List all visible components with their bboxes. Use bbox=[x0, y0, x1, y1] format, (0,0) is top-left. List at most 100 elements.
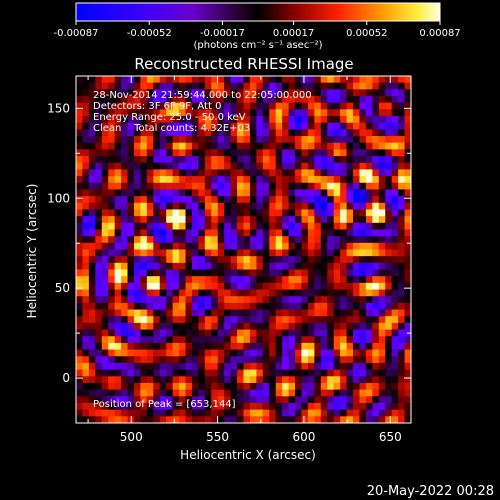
heatmap-cell bbox=[333, 336, 341, 344]
heatmap-cell bbox=[333, 242, 341, 251]
heatmap-cell bbox=[372, 196, 380, 204]
heatmap-cell bbox=[108, 382, 116, 391]
heatmap-cell bbox=[404, 109, 411, 117]
heatmap-cell bbox=[95, 329, 103, 337]
heatmap-cell bbox=[224, 76, 232, 84]
heatmap-cell bbox=[346, 129, 354, 137]
heatmap-cell bbox=[127, 329, 135, 337]
heatmap-cell bbox=[198, 349, 206, 357]
heatmap-cell bbox=[243, 242, 251, 251]
heatmap-cell bbox=[307, 82, 315, 90]
heatmap-cell bbox=[211, 169, 219, 177]
heatmap-cell bbox=[282, 369, 290, 377]
heatmap-cell bbox=[333, 96, 341, 104]
heatmap-cell bbox=[108, 336, 116, 344]
heatmap-cell bbox=[204, 222, 212, 231]
heatmap-cell bbox=[108, 416, 116, 423]
heatmap-cell bbox=[365, 76, 373, 84]
heatmap-cell bbox=[185, 369, 193, 377]
heatmap-cell bbox=[230, 156, 238, 164]
heatmap-cell bbox=[243, 316, 251, 324]
heatmap-cell bbox=[378, 289, 386, 297]
heatmap-cell bbox=[359, 356, 367, 364]
heatmap-cell bbox=[185, 329, 193, 337]
heatmap-cell bbox=[191, 369, 199, 377]
heatmap-cell bbox=[320, 416, 328, 423]
heatmap-cell bbox=[288, 322, 296, 331]
heatmap-cell bbox=[140, 276, 148, 284]
heatmap-cell bbox=[82, 402, 90, 411]
heatmap-cell bbox=[320, 236, 328, 244]
heatmap-cell bbox=[256, 176, 264, 184]
heatmap-cell bbox=[262, 242, 270, 251]
heatmap-cell bbox=[166, 149, 174, 157]
heatmap-cell bbox=[217, 336, 225, 344]
heatmap-cell bbox=[166, 349, 174, 357]
heatmap-cell bbox=[127, 362, 135, 371]
heatmap-cell bbox=[76, 96, 84, 104]
heatmap-cell bbox=[398, 82, 406, 90]
heatmap-cell bbox=[121, 189, 129, 197]
heatmap-cell bbox=[249, 196, 257, 204]
heatmap-cell bbox=[391, 249, 399, 257]
heatmap-cell bbox=[327, 216, 335, 224]
heatmap-cell bbox=[114, 149, 122, 157]
heatmap-cell bbox=[82, 116, 90, 124]
heatmap-cell bbox=[340, 136, 348, 144]
heatmap-cell bbox=[333, 349, 341, 357]
heatmap-cell bbox=[211, 249, 219, 257]
heatmap-cell bbox=[198, 356, 206, 364]
heatmap-cell bbox=[127, 209, 135, 217]
heatmap-cell bbox=[378, 242, 386, 251]
heatmap-cell bbox=[398, 136, 406, 144]
y-tick-label: 100 bbox=[47, 191, 70, 205]
heatmap-cell bbox=[127, 149, 135, 157]
heatmap-cell bbox=[404, 216, 411, 224]
heatmap-cell bbox=[327, 262, 335, 271]
heatmap-cell bbox=[76, 82, 84, 90]
heatmap-cell bbox=[224, 309, 232, 317]
heatmap-cell bbox=[237, 222, 245, 231]
heatmap-cell bbox=[198, 222, 206, 231]
heatmap-cell bbox=[237, 249, 245, 257]
heatmap-cell bbox=[307, 402, 315, 411]
heatmap-cell bbox=[249, 169, 257, 177]
heatmap-cell bbox=[198, 382, 206, 391]
heatmap-cell bbox=[159, 142, 167, 150]
heatmap-cell bbox=[282, 396, 290, 404]
heatmap-cell bbox=[391, 329, 399, 337]
heatmap-cell bbox=[230, 416, 238, 423]
heatmap-cell bbox=[166, 202, 174, 211]
heatmap-cell bbox=[288, 256, 296, 264]
heatmap-cell bbox=[133, 182, 142, 191]
heatmap-cell bbox=[262, 376, 270, 384]
heatmap-cell bbox=[101, 269, 109, 277]
heatmap-cell bbox=[140, 236, 148, 244]
heatmap-cell bbox=[359, 116, 367, 124]
heatmap-cell bbox=[307, 122, 315, 130]
heatmap-cell bbox=[127, 349, 135, 357]
heatmap-cell bbox=[82, 182, 90, 191]
heatmap-cell bbox=[121, 162, 129, 171]
heatmap-cell bbox=[249, 162, 257, 171]
heatmap-cell bbox=[101, 169, 109, 177]
heatmap-cell bbox=[314, 349, 322, 357]
heatmap-cell bbox=[243, 102, 251, 110]
heatmap-cell bbox=[269, 102, 277, 110]
heatmap-cell bbox=[172, 82, 180, 90]
heatmap-cell bbox=[346, 309, 354, 317]
heatmap-cell bbox=[101, 249, 109, 257]
heatmap-cell bbox=[179, 342, 187, 351]
heatmap-cell bbox=[372, 269, 380, 277]
heatmap-cell bbox=[211, 116, 219, 124]
heatmap-cell bbox=[88, 329, 96, 337]
heatmap-cell bbox=[140, 182, 148, 191]
heatmap-cell bbox=[333, 309, 341, 317]
colorbar-tick-label: -0.00052 bbox=[127, 28, 172, 39]
heatmap-cell bbox=[340, 102, 348, 110]
heatmap-cell bbox=[333, 169, 341, 177]
heatmap-cell bbox=[172, 316, 180, 324]
heatmap-cell bbox=[127, 89, 135, 97]
heatmap-cell bbox=[295, 336, 303, 344]
heatmap-cell bbox=[198, 402, 206, 411]
